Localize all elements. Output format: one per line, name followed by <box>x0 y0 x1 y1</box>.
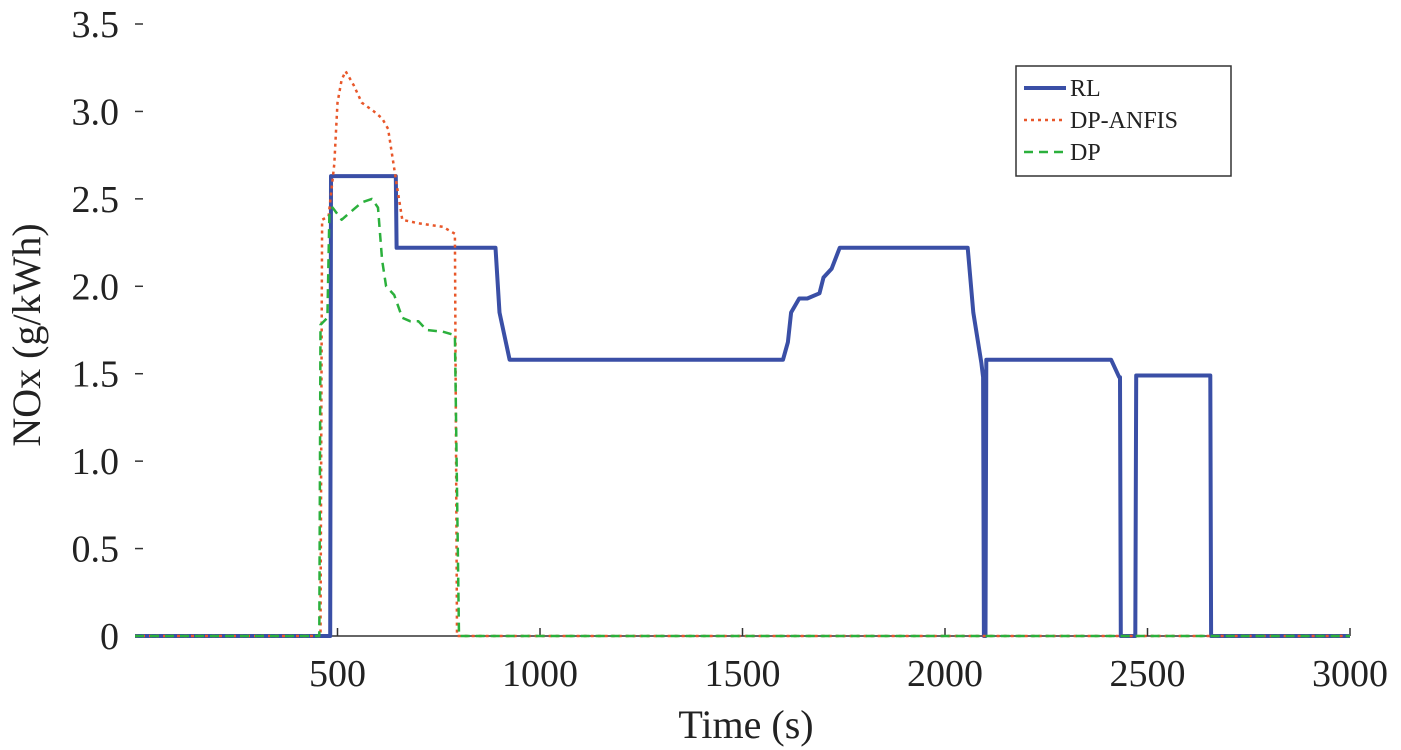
x-axis-title: Time (s) <box>678 702 813 747</box>
legend-box <box>1015 65 1232 177</box>
legend: RL DP-ANFIS DP <box>1015 65 1232 177</box>
axes: 0 0.5 1.0 1.5 2.0 2.5 3.0 3.5 500 1000 1500 2000 250… <box>72 4 1389 695</box>
y-tick-label: 3.5 <box>72 4 120 46</box>
y-tick-label: 2.0 <box>72 266 120 308</box>
legend-label: DP-ANFIS <box>1070 108 1178 134</box>
y-tick-label: 2.5 <box>72 179 120 221</box>
x-tick-label: 1000 <box>502 653 578 695</box>
x-tick-label: 3000 <box>1312 653 1388 695</box>
y-tick-label: 1.0 <box>72 441 120 483</box>
y-tick-label: 0 <box>100 616 119 658</box>
x-tick-label: 2000 <box>907 653 983 695</box>
series-line-dp <box>135 197 1350 638</box>
legend-label: RL <box>1070 76 1101 102</box>
y-tick-label: 3.0 <box>72 91 120 133</box>
series-line-rl <box>135 174 1350 638</box>
y-tick-label: 0.5 <box>72 529 120 571</box>
series-layer <box>135 69 1350 638</box>
y-axis-title: NOx (g/kWh) <box>4 223 49 446</box>
x-tick-label: 500 <box>309 653 366 695</box>
x-tick-label: 2500 <box>1110 653 1186 695</box>
legend-label: DP <box>1070 140 1101 166</box>
x-tick-label: 1500 <box>705 653 781 695</box>
y-tick-label: 1.5 <box>72 354 120 396</box>
series-line-dp-anfis <box>135 69 1350 638</box>
